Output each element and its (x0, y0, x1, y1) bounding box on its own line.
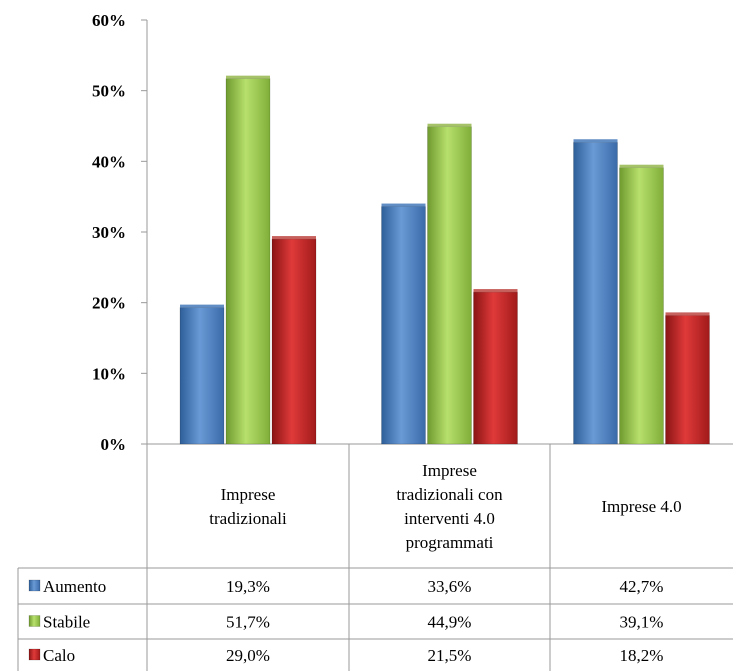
y-tick-label: 10% (92, 364, 126, 383)
y-tick-label: 30% (92, 223, 126, 242)
bar-calo (271, 238, 317, 445)
data-label: 29,0% (226, 646, 270, 665)
bar-top-stabile (427, 123, 472, 127)
bar-calo (665, 315, 710, 445)
legend-swatch-stabile (28, 615, 41, 627)
bars-layer (179, 75, 710, 445)
bar-aumento (179, 307, 225, 445)
data-label: 18,2% (620, 646, 664, 665)
category-label: tradizionali con (396, 485, 503, 504)
legend-swatch-calo (28, 648, 41, 661)
category-label: tradizionali (209, 509, 287, 528)
legend-label-aumento: Aumento (43, 577, 106, 596)
y-tick-label: 60% (92, 11, 126, 30)
data-label: 19,3% (226, 577, 270, 596)
bar-stabile (619, 167, 664, 445)
data-label: 44,9% (428, 613, 472, 632)
bar-top-calo (473, 289, 518, 293)
category-label: Imprese (221, 485, 276, 504)
bar-top-aumento (573, 139, 618, 143)
category-label: Imprese (422, 461, 477, 480)
bar-calo (473, 291, 518, 445)
data-label: 51,7% (226, 613, 270, 632)
category-label: Imprese 4.0 (601, 497, 681, 516)
category-label: interventi 4.0 (404, 509, 495, 528)
data-label: 33,6% (428, 577, 472, 596)
bar-aumento (381, 206, 426, 445)
bar-top-calo (665, 312, 710, 316)
bar-top-aumento (180, 304, 224, 308)
data-label: 39,1% (620, 613, 664, 632)
bar-top-aumento (381, 203, 426, 207)
bar-stabile (427, 126, 472, 445)
data-table: Imprese tradizionali Imprese tradizionali c… (17, 444, 733, 671)
category-label: programmati (406, 533, 494, 552)
legend-label-calo: Calo (43, 646, 75, 665)
bar-top-stabile (226, 75, 270, 79)
y-tick-label: 20% (92, 294, 126, 313)
bar-top-stabile (619, 164, 664, 168)
y-tick-label: 40% (92, 152, 126, 171)
legend-label-stabile: Stabile (43, 613, 90, 632)
bar-aumento (573, 141, 618, 445)
bar-stabile (225, 78, 271, 445)
y-tick-label: 50% (92, 82, 126, 101)
data-label: 21,5% (428, 646, 472, 665)
data-label: 42,7% (620, 577, 664, 596)
legend-swatch-aumento (28, 579, 41, 592)
bar-top-calo (272, 236, 316, 240)
y-tick-label: 0% (101, 435, 127, 454)
